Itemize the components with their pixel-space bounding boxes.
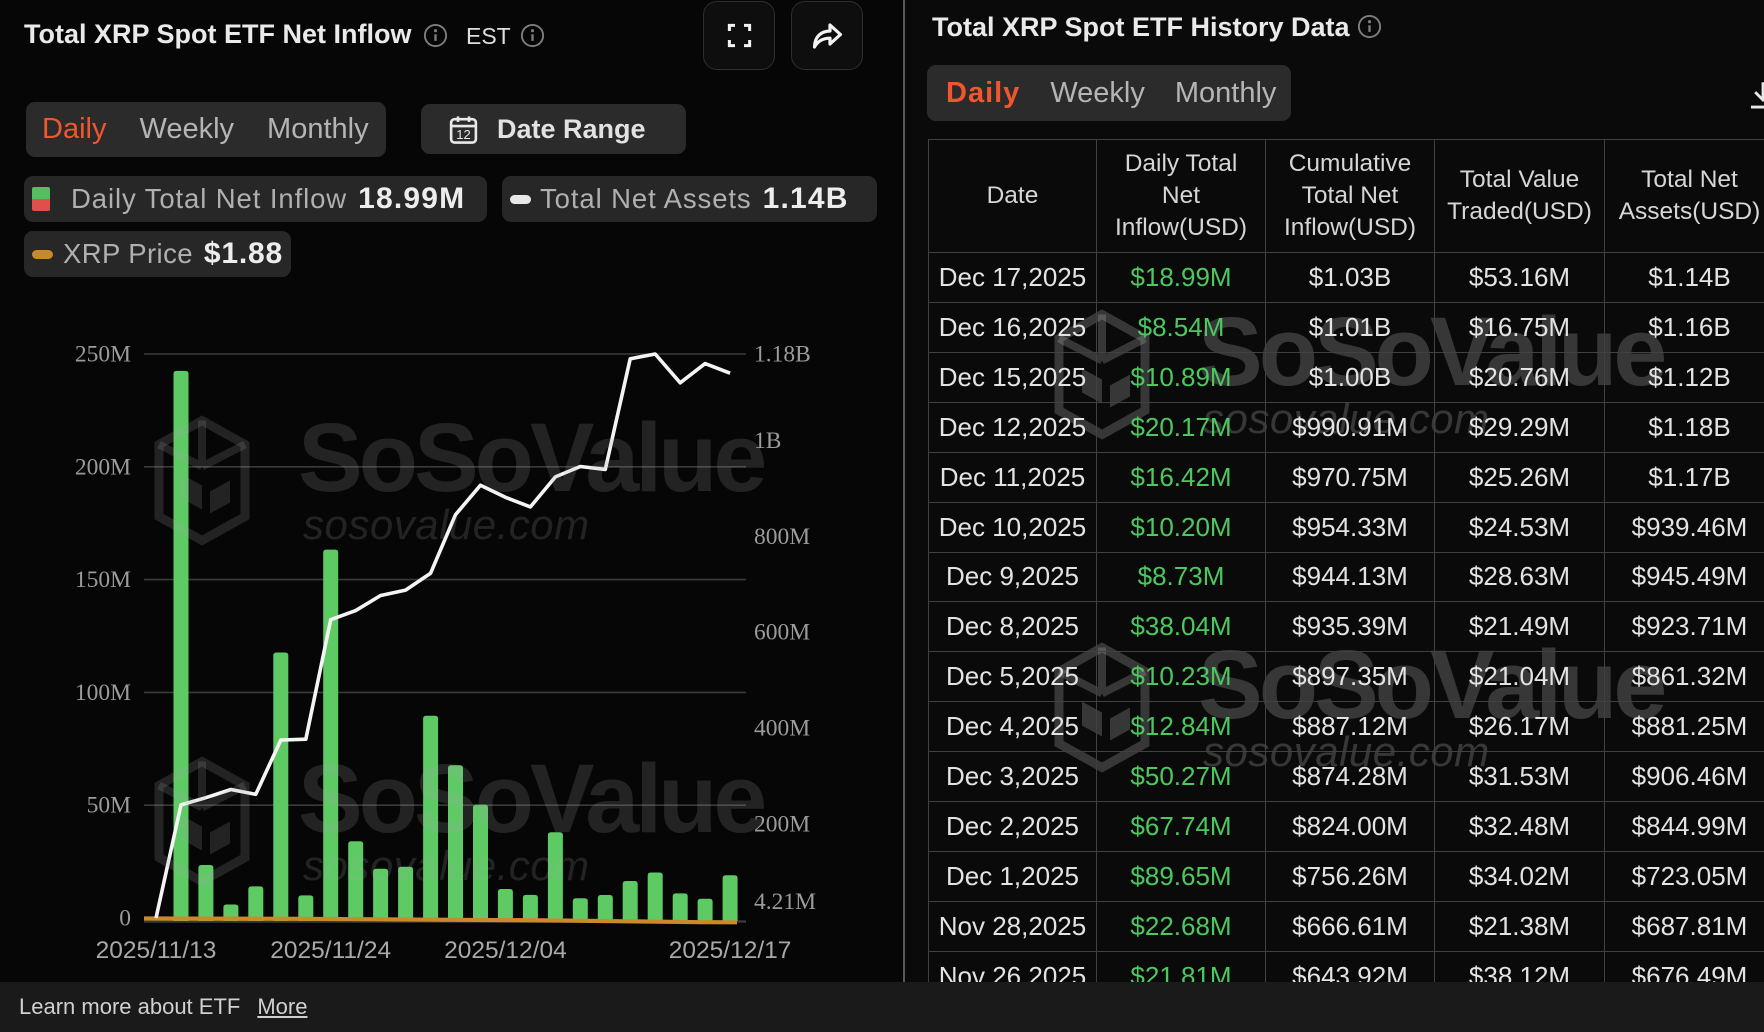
svg-text:2025/12/17: 2025/12/17 [669, 937, 792, 964]
svg-text:1B: 1B [754, 428, 781, 454]
svg-text:200M: 200M [754, 812, 810, 838]
svg-text:150M: 150M [75, 567, 131, 593]
svg-text:100M: 100M [75, 680, 131, 706]
svg-text:2025/12/04: 2025/12/04 [444, 937, 567, 964]
svg-text:400M: 400M [754, 716, 810, 742]
svg-text:250M: 250M [75, 342, 131, 368]
svg-text:12: 12 [456, 127, 471, 142]
svg-text:0: 0 [119, 906, 131, 932]
svg-text:2025/11/24: 2025/11/24 [270, 937, 391, 964]
svg-text:50M: 50M [87, 793, 132, 819]
svg-text:200M: 200M [75, 454, 131, 480]
svg-text:600M: 600M [754, 620, 810, 646]
svg-text:4.21M: 4.21M [754, 889, 816, 915]
svg-text:2025/11/13: 2025/11/13 [96, 937, 217, 964]
svg-text:800M: 800M [754, 524, 810, 550]
svg-text:1.18B: 1.18B [754, 342, 811, 368]
